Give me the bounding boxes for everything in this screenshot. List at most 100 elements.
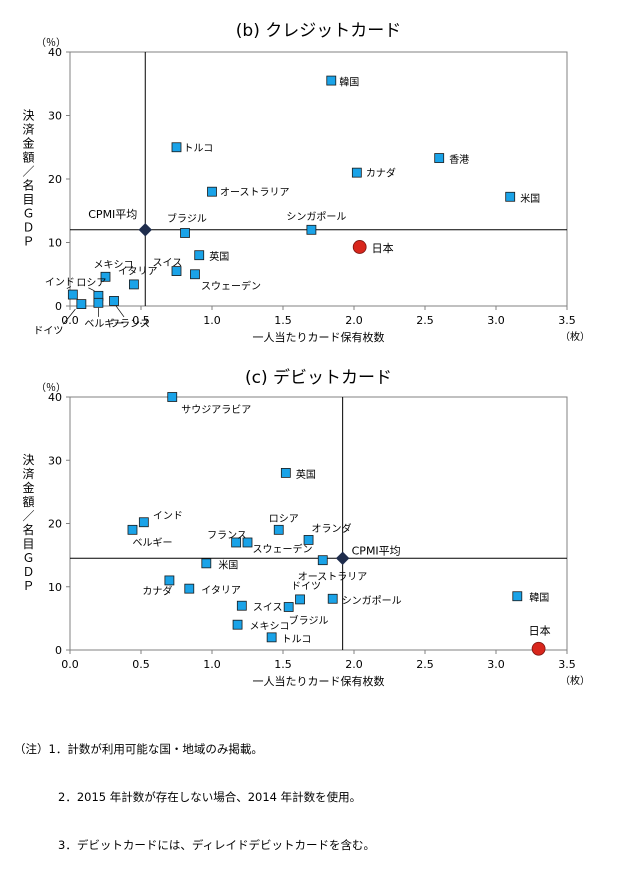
x-unit: （枚）: [560, 330, 590, 343]
point-label: フランス: [110, 318, 150, 330]
point-label: ブラジル: [289, 614, 329, 627]
x-tick-label: 2.0: [345, 658, 363, 671]
data-point: [231, 537, 242, 548]
point-label: メキシコ: [250, 622, 290, 633]
charts-svg: (b) クレジットカード 0 10 20 30 40 0.0 0.5 1.0 1.5 2.0 2.5 3…: [21, 21, 590, 688]
y-tick-label: 20: [48, 173, 62, 186]
point-label: トルコ: [282, 634, 312, 645]
point-label: スイス: [253, 603, 283, 614]
leader-line: [88, 287, 95, 292]
chart-title: (b) クレジットカード: [236, 21, 401, 41]
point-label: スイス: [153, 258, 183, 269]
point-label: ロシア: [269, 514, 299, 525]
x-tick-label: 0.5: [132, 314, 150, 327]
data-point: [127, 524, 138, 535]
data-point: [180, 228, 190, 238]
footnotes: （注）1．計数が利用可能な国・地域のみ掲載。 2．2015 年計数が存在しない場…: [14, 709, 375, 885]
x-tick-label: 1.5: [274, 658, 292, 671]
x-tick-label: 0.0: [61, 658, 79, 671]
point-label: オランダ: [312, 522, 352, 535]
point-label: イタリア: [201, 585, 241, 597]
x-axis-label: 一人当たりカード保有枚数: [253, 330, 385, 344]
y-axis-label: 決済金額／名目ＧＤＰ: [21, 453, 35, 593]
data-point: [194, 250, 205, 261]
leader-line: [115, 305, 125, 318]
average-label: CPMI平均: [352, 544, 401, 557]
point-label: インド: [45, 278, 75, 289]
average-label: CPMI平均: [88, 208, 137, 221]
x-tick-label: 3.0: [487, 314, 505, 327]
point-label: フランス: [207, 529, 247, 541]
point-label: 英国: [209, 250, 229, 263]
data-point: [351, 167, 362, 178]
point-label: スウェーデン: [253, 542, 313, 555]
y-tick-label: 30: [48, 110, 62, 123]
point-label: 香港: [449, 154, 469, 166]
point-label: ベルギー: [84, 318, 124, 330]
point-label: カナダ: [366, 167, 396, 180]
point-label: スウェーデン: [201, 279, 261, 292]
data-point: [138, 517, 149, 528]
data-point: [171, 266, 182, 276]
x-tick-label: 2.0: [345, 314, 363, 327]
data-point: [171, 142, 182, 153]
data-point: [164, 575, 175, 586]
x-tick-label: 2.5: [416, 314, 434, 327]
data-point: [184, 583, 195, 594]
x-tick-label: 3.5: [558, 658, 576, 671]
x-tick-label: 3.0: [487, 658, 505, 671]
data-point: [93, 297, 104, 308]
x-axis-label: 一人当たりカード保有枚数: [253, 674, 385, 688]
y-axis-label: 決済金額／名目ＧＤＰ: [21, 109, 35, 249]
data-point: [327, 593, 338, 604]
x-unit: （枚）: [560, 674, 590, 687]
highlight-point: [352, 240, 367, 254]
point-label: 米国: [218, 558, 238, 571]
point-label: インド: [153, 511, 183, 522]
leader-line: [66, 286, 71, 289]
chart-title: (c) デビットカード: [245, 367, 392, 388]
chart-debit: (c) デビットカード 0 10 20 30 40 0.0 0.5 1.0 1.5 2.0 2.5 3.…: [21, 367, 590, 688]
highlight-label: 日本: [529, 624, 551, 638]
footnote-2: 2．2015 年計数が存在しない場合、2014 年計数を使用。: [58, 790, 362, 804]
point-label: 米国: [520, 192, 540, 205]
y-tick-label: 20: [48, 518, 62, 531]
data-point: [295, 594, 305, 605]
data-point: [326, 75, 337, 86]
x-tick-label: 1.0: [203, 314, 221, 327]
point-label: ドイツ: [291, 581, 321, 592]
x-tick-label: 1.0: [203, 658, 221, 671]
y-unit: （％）: [36, 37, 66, 49]
point-label: 韓国: [529, 592, 549, 604]
data-point: [242, 537, 253, 548]
x-tick-label: 0.5: [132, 658, 150, 671]
highlight-label: 日本: [372, 241, 394, 255]
data-point: [100, 271, 111, 282]
data-point: [190, 269, 200, 280]
data-point: [128, 279, 139, 290]
data-point: [505, 191, 516, 202]
point-label: ベルギー: [132, 537, 172, 549]
y-tick-label: 0: [55, 644, 62, 657]
point-label: トルコ: [184, 143, 214, 154]
footnote-1: （注）1．計数が利用可能な国・地域のみ掲載。: [14, 742, 263, 756]
data-point: [167, 392, 178, 402]
x-tick-label: 2.5: [416, 658, 434, 671]
data-point: [280, 467, 291, 478]
point-label: カナダ: [142, 584, 172, 597]
data-point: [317, 555, 328, 566]
y-tick-label: 30: [48, 454, 62, 467]
x-tick-label: 1.5: [274, 314, 292, 327]
average-marker: [335, 551, 350, 565]
y-tick-label: 10: [48, 581, 62, 594]
leader-line: [63, 308, 76, 325]
data-point: [434, 153, 445, 163]
data-point: [232, 619, 243, 630]
data-point: [201, 558, 212, 569]
y-tick-label: 40: [48, 46, 62, 59]
data-point: [512, 591, 523, 602]
data-point: [273, 524, 284, 535]
point-label: 韓国: [339, 77, 359, 89]
point-label: オーストラリア: [298, 571, 368, 583]
data-point: [306, 224, 317, 235]
